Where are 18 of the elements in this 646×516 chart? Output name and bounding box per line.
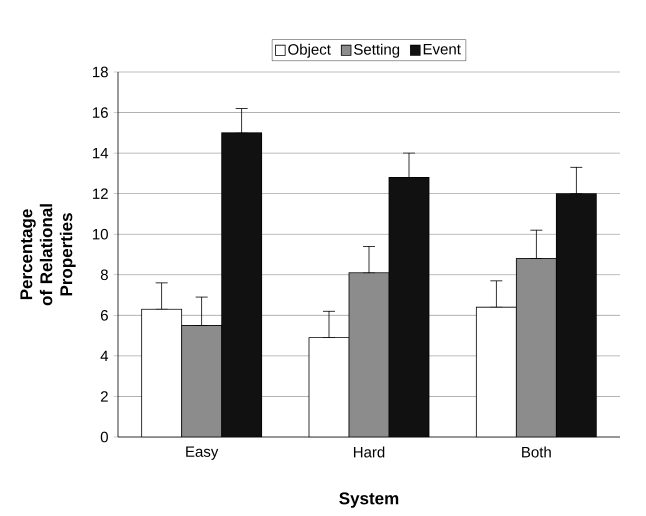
y-tick-label: 2	[100, 391, 108, 402]
y-tick-label: 0	[100, 432, 108, 442]
y-tick-label: 16	[92, 107, 108, 118]
legend-label: Object	[288, 44, 331, 58]
y-tick-label: 18	[92, 66, 108, 78]
legend-label: Event	[424, 44, 461, 54]
legend-label: Setting	[354, 44, 400, 58]
y-tick-label: 10	[92, 228, 108, 240]
y-tick-label: 4	[100, 350, 108, 362]
y-tick-label: 8	[100, 269, 108, 280]
y-axis-title: Percentage of Relational Properties	[20, 204, 76, 306]
x-axis-title: System	[339, 492, 398, 508]
y-tick-label: 6	[100, 310, 108, 321]
x-tick-label: Easy	[186, 446, 218, 460]
x-tick-label: Both	[522, 446, 551, 458]
y-tick-label: 14	[92, 148, 108, 158]
x-tick-label: Hard	[354, 446, 384, 458]
y-tick-label: 12	[92, 188, 108, 199]
